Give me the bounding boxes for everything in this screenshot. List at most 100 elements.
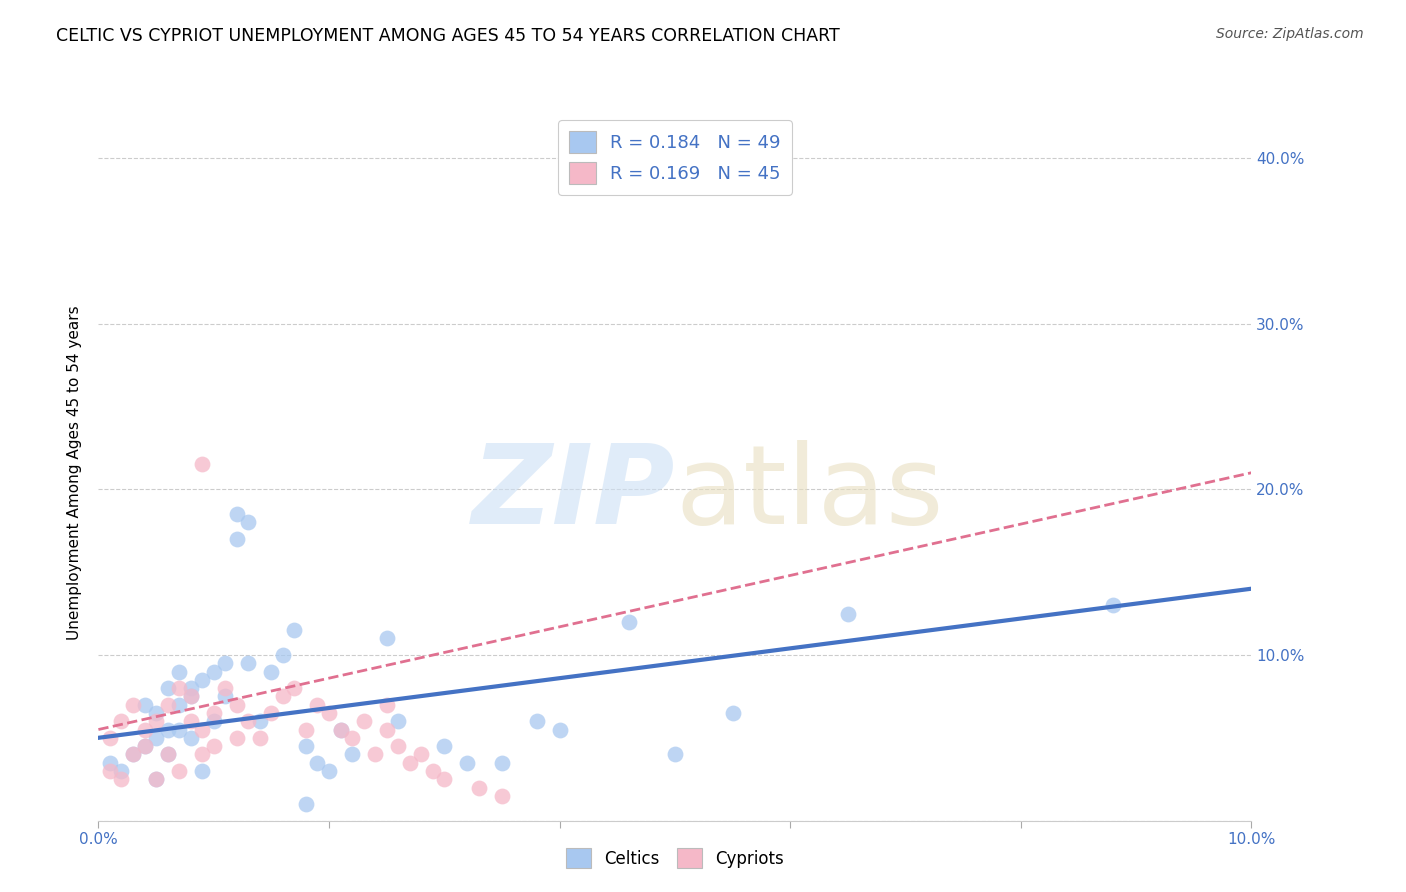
Point <box>225 698 247 712</box>
Point <box>433 739 456 753</box>
Point <box>664 747 686 762</box>
Point <box>122 698 145 712</box>
Point <box>134 698 156 712</box>
Point <box>491 789 513 803</box>
Point <box>98 764 121 778</box>
Point <box>491 756 513 770</box>
Point <box>98 731 121 745</box>
Point <box>156 723 179 737</box>
Point <box>548 723 571 737</box>
Point <box>387 739 409 753</box>
Point <box>98 756 121 770</box>
Point <box>134 739 156 753</box>
Point <box>295 723 318 737</box>
Point <box>249 714 271 729</box>
Point <box>260 665 283 679</box>
Point <box>214 690 236 704</box>
Point <box>202 714 225 729</box>
Point <box>295 739 318 753</box>
Point <box>283 681 305 695</box>
Point <box>191 747 214 762</box>
Point <box>122 747 145 762</box>
Point <box>145 714 167 729</box>
Point <box>364 747 387 762</box>
Point <box>134 723 156 737</box>
Point <box>122 747 145 762</box>
Point <box>238 516 260 530</box>
Text: atlas: atlas <box>675 440 943 547</box>
Point <box>180 681 202 695</box>
Point <box>180 690 202 704</box>
Point <box>167 665 190 679</box>
Point <box>145 731 167 745</box>
Point <box>307 698 329 712</box>
Point <box>318 706 340 720</box>
Point <box>156 747 179 762</box>
Text: Source: ZipAtlas.com: Source: ZipAtlas.com <box>1216 27 1364 41</box>
Point <box>398 756 420 770</box>
Point <box>167 723 190 737</box>
Point <box>225 731 247 745</box>
Point <box>225 507 247 521</box>
Point <box>156 747 179 762</box>
Point <box>318 764 340 778</box>
Point <box>110 764 132 778</box>
Point <box>191 673 214 687</box>
Point <box>145 772 167 787</box>
Point <box>375 632 398 646</box>
Point <box>110 772 132 787</box>
Point <box>214 681 236 695</box>
Point <box>329 723 352 737</box>
Point <box>191 723 214 737</box>
Point <box>617 615 640 629</box>
Point <box>202 665 225 679</box>
Point <box>411 747 433 762</box>
Legend: Celtics, Cypriots: Celtics, Cypriots <box>560 841 790 875</box>
Point <box>340 731 363 745</box>
Point <box>145 706 167 720</box>
Point <box>375 698 398 712</box>
Point <box>837 607 859 621</box>
Point <box>156 698 179 712</box>
Point <box>202 739 225 753</box>
Point <box>202 706 225 720</box>
Point <box>167 681 190 695</box>
Point <box>110 714 132 729</box>
Point <box>191 458 214 472</box>
Point <box>180 714 202 729</box>
Point <box>721 706 744 720</box>
Point <box>340 747 363 762</box>
Point <box>422 764 444 778</box>
Point <box>249 731 271 745</box>
Point <box>180 731 202 745</box>
Point <box>238 714 260 729</box>
Point <box>433 772 456 787</box>
Point <box>167 698 190 712</box>
Point <box>526 714 548 729</box>
Point <box>191 764 214 778</box>
Point <box>180 690 202 704</box>
Point <box>214 657 236 671</box>
Point <box>134 739 156 753</box>
Point <box>283 623 305 637</box>
Point <box>271 648 294 662</box>
Point <box>307 756 329 770</box>
Point <box>260 706 283 720</box>
Point <box>375 723 398 737</box>
Point <box>225 532 247 546</box>
Point <box>468 780 491 795</box>
Text: CELTIC VS CYPRIOT UNEMPLOYMENT AMONG AGES 45 TO 54 YEARS CORRELATION CHART: CELTIC VS CYPRIOT UNEMPLOYMENT AMONG AGE… <box>56 27 839 45</box>
Point <box>387 714 409 729</box>
Y-axis label: Unemployment Among Ages 45 to 54 years: Unemployment Among Ages 45 to 54 years <box>67 305 83 640</box>
Point <box>1102 599 1125 613</box>
Point <box>295 797 318 811</box>
Point <box>167 764 190 778</box>
Text: ZIP: ZIP <box>471 440 675 547</box>
Point <box>156 681 179 695</box>
Point <box>456 756 478 770</box>
Point <box>238 657 260 671</box>
Point <box>271 690 294 704</box>
Point <box>353 714 375 729</box>
Point <box>329 723 352 737</box>
Point <box>145 772 167 787</box>
